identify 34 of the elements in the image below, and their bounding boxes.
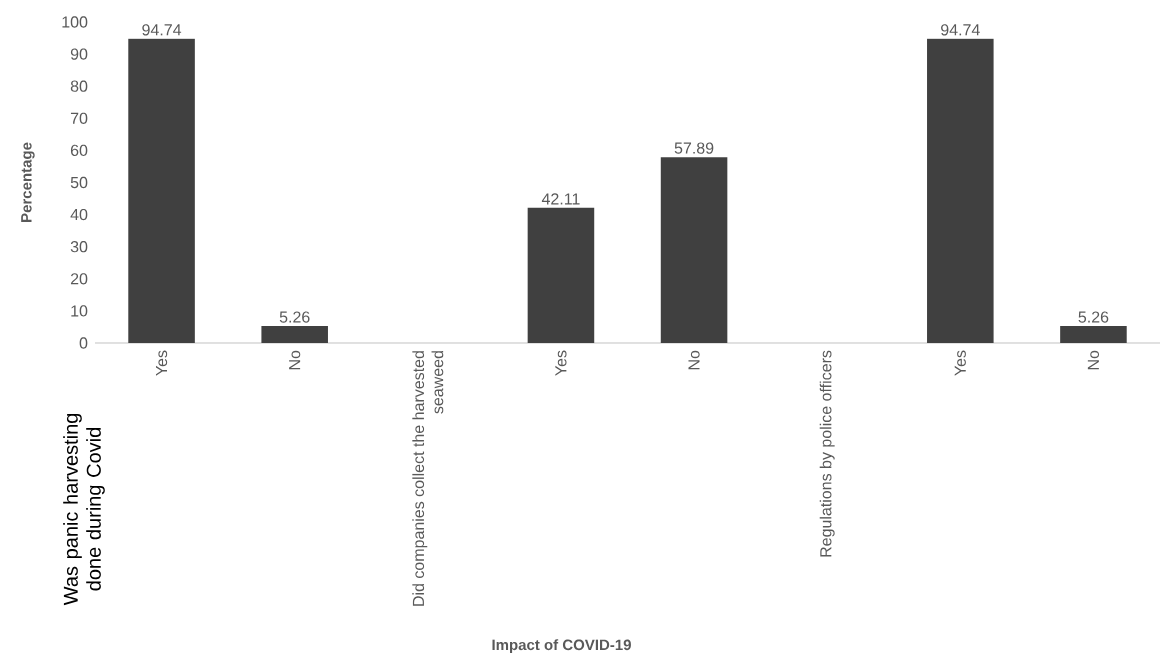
y-tick-label: 0: [79, 337, 88, 349]
bar: [128, 38, 195, 343]
bar: [927, 38, 994, 343]
x-tick-label: No: [1087, 350, 1100, 370]
bar: [1060, 326, 1127, 343]
y-tick-label: 20: [70, 273, 88, 285]
data-label: 57.89: [674, 142, 714, 154]
y-axis-title: Percentage: [21, 142, 35, 222]
y-tick-label: 10: [71, 305, 88, 317]
data-label: 94.74: [142, 24, 182, 36]
x-tick-label: No: [688, 350, 700, 370]
y-tick-label: 40: [70, 208, 88, 221]
x-tick-label: No: [289, 350, 301, 370]
x-tick-label: Regulations by police officers: [819, 350, 835, 557]
data-label: 94.74: [941, 24, 980, 36]
x-tick-label: Yes: [954, 350, 966, 376]
bar: [261, 326, 328, 343]
y-tick-label: 30: [70, 241, 88, 253]
y-tick-label: 80: [70, 80, 88, 92]
y-tick-label: 90: [70, 48, 88, 60]
y-tick-label: 100: [62, 16, 88, 28]
x-tick-label: Yes: [155, 350, 168, 376]
bar: [660, 157, 728, 343]
y-tick-label: 50: [70, 176, 88, 189]
y-tick-label: 70: [70, 112, 88, 124]
y-tick-label: 60: [70, 144, 88, 157]
bar: [527, 207, 595, 343]
text: Was panic harvesting done during Covid: [63, 413, 105, 606]
x-axis-title: Impact of COVID-19: [492, 639, 631, 654]
x-tick-label: Did companies collect the harvested seaweed: [412, 351, 444, 606]
data-label: 5.26: [279, 311, 310, 323]
data-label: 42.11: [541, 193, 580, 205]
data-label: 5.26: [1078, 311, 1109, 323]
x-tick-label: Yes: [555, 350, 567, 376]
